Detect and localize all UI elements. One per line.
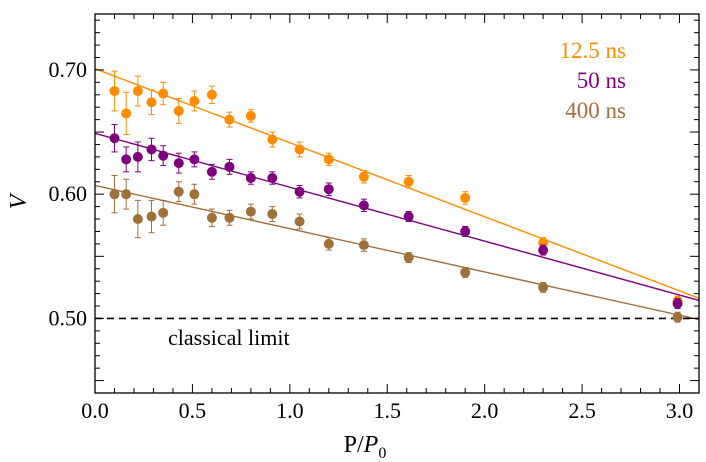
data-point-series-0 [189,95,200,106]
data-point-series-0 [224,114,235,125]
data-point-series-0 [173,105,184,116]
x-tick-label: 2.5 [568,398,596,423]
data-point-series-0 [403,176,414,187]
data-point-series-0 [132,86,143,97]
data-point-series-2 [189,189,200,200]
data-point-series-1 [189,154,200,165]
data-point-series-1 [294,186,305,197]
legend: 12.5 ns 50 ns 400 ns [560,38,627,123]
fit-line-series-2 [94,184,700,321]
plot-frame [94,13,700,394]
x-tick-label: 1.0 [276,398,304,423]
y-tick-label: 0.60 [49,181,88,206]
data-point-series-2 [121,189,132,200]
data-point-series-1 [173,158,184,169]
data-point-series-0 [460,192,471,203]
data-point-series-2 [403,252,414,263]
data-point-series-1 [121,154,132,165]
data-point-series-1 [146,144,157,155]
data-point-series-1 [267,173,278,184]
data-point-series-0 [323,154,334,165]
y-tick-label: 0.70 [49,57,88,82]
data-point-series-2 [267,209,278,220]
data-point-series-2 [146,211,157,222]
data-point-series-0 [294,144,305,155]
data-point-series-0 [158,88,169,99]
data-point-series-0 [146,97,157,108]
fit-line-series-0 [94,68,700,299]
data-point-series-2 [672,312,683,323]
data-point-series-2 [323,238,334,249]
x-tick-label: 3.0 [666,398,694,423]
x-tick-label: 1.5 [374,398,402,423]
data-point-series-2 [109,189,120,200]
data-point-series-1 [132,151,143,162]
axis-ticks: 0.0 0.5 1.0 1.5 2.0 2.5 3.0 0.50 0.60 0.70 [49,14,700,423]
data-point-series-1 [158,150,169,161]
fit-line-series-1 [94,132,700,302]
legend-entry-12-5ns: 12.5 ns [560,38,627,63]
data-point-series-2 [294,216,305,227]
data-point-series-0 [267,134,278,145]
data-point-series-2 [358,240,369,251]
data-points [109,70,683,323]
data-point-series-1 [538,245,549,256]
plot-border [94,13,700,394]
x-tick-label: 2.0 [471,398,499,423]
data-point-series-2 [245,206,256,217]
data-point-series-1 [460,226,471,237]
data-point-series-2 [206,212,217,223]
data-point-series-1 [245,173,256,184]
data-point-series-2 [173,186,184,197]
data-point-series-1 [224,161,235,172]
data-point-series-1 [323,184,334,195]
data-point-series-2 [538,282,549,293]
data-point-series-0 [109,86,120,97]
legend-entry-400ns: 400 ns [565,98,626,123]
data-point-series-2 [132,214,143,225]
y-axis-title: V [6,192,32,209]
data-point-series-0 [121,108,132,119]
data-point-series-1 [672,298,683,309]
data-point-series-1 [403,211,414,222]
data-point-series-0 [245,110,256,121]
data-point-series-0 [206,89,217,100]
classical-limit-label: classical limit [168,325,290,350]
x-tick-label: 0.5 [179,398,207,423]
data-point-series-2 [158,207,169,218]
y-tick-label: 0.50 [49,305,88,330]
data-point-series-0 [358,171,369,182]
x-tick-label: 0.0 [81,398,109,423]
data-point-series-1 [358,200,369,211]
x-axis-title: P/P0 [344,432,387,462]
data-point-series-1 [109,133,120,144]
data-point-series-1 [206,166,217,177]
data-point-series-2 [224,212,235,223]
legend-entry-50ns: 50 ns [577,68,626,93]
data-point-series-2 [460,267,471,278]
